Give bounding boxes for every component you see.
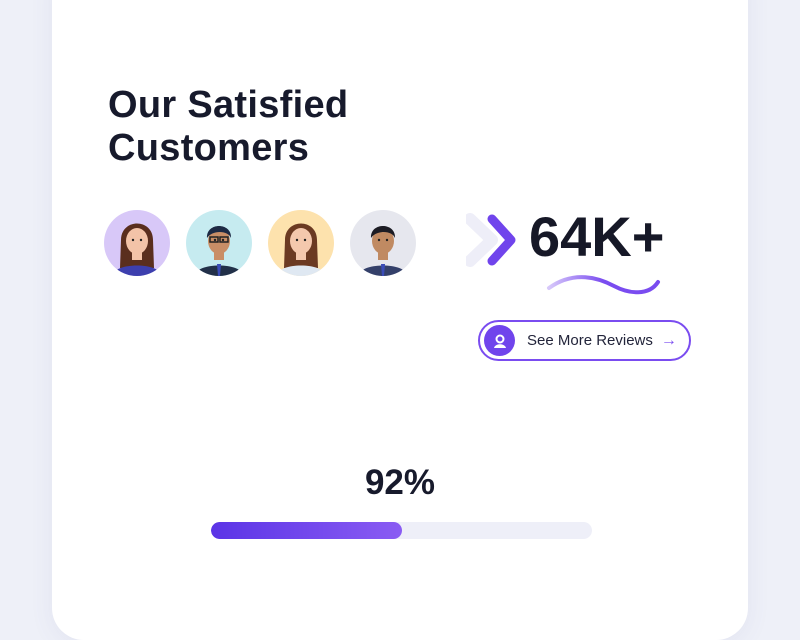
progress-bar [211,522,592,539]
progress-fill [211,522,402,539]
avatar [186,210,252,276]
user-icon [484,325,515,356]
avatar [268,210,334,276]
customer-count: 64K+ [529,205,665,268]
avatar [104,210,170,276]
wave-underline [547,275,660,295]
progress-label: 92% [364,463,436,502]
avatar [350,210,416,276]
title-line-2: Customers [108,127,310,169]
chevron-right-icon [466,213,516,267]
button-label: See More Reviews [527,332,653,349]
title-line-1: Our Satisfied [108,84,349,126]
see-more-reviews-button[interactable]: See More Reviews → [478,320,691,361]
page-title: Our Satisfied Customers [108,84,348,170]
arrow-right-icon: → [660,331,677,349]
